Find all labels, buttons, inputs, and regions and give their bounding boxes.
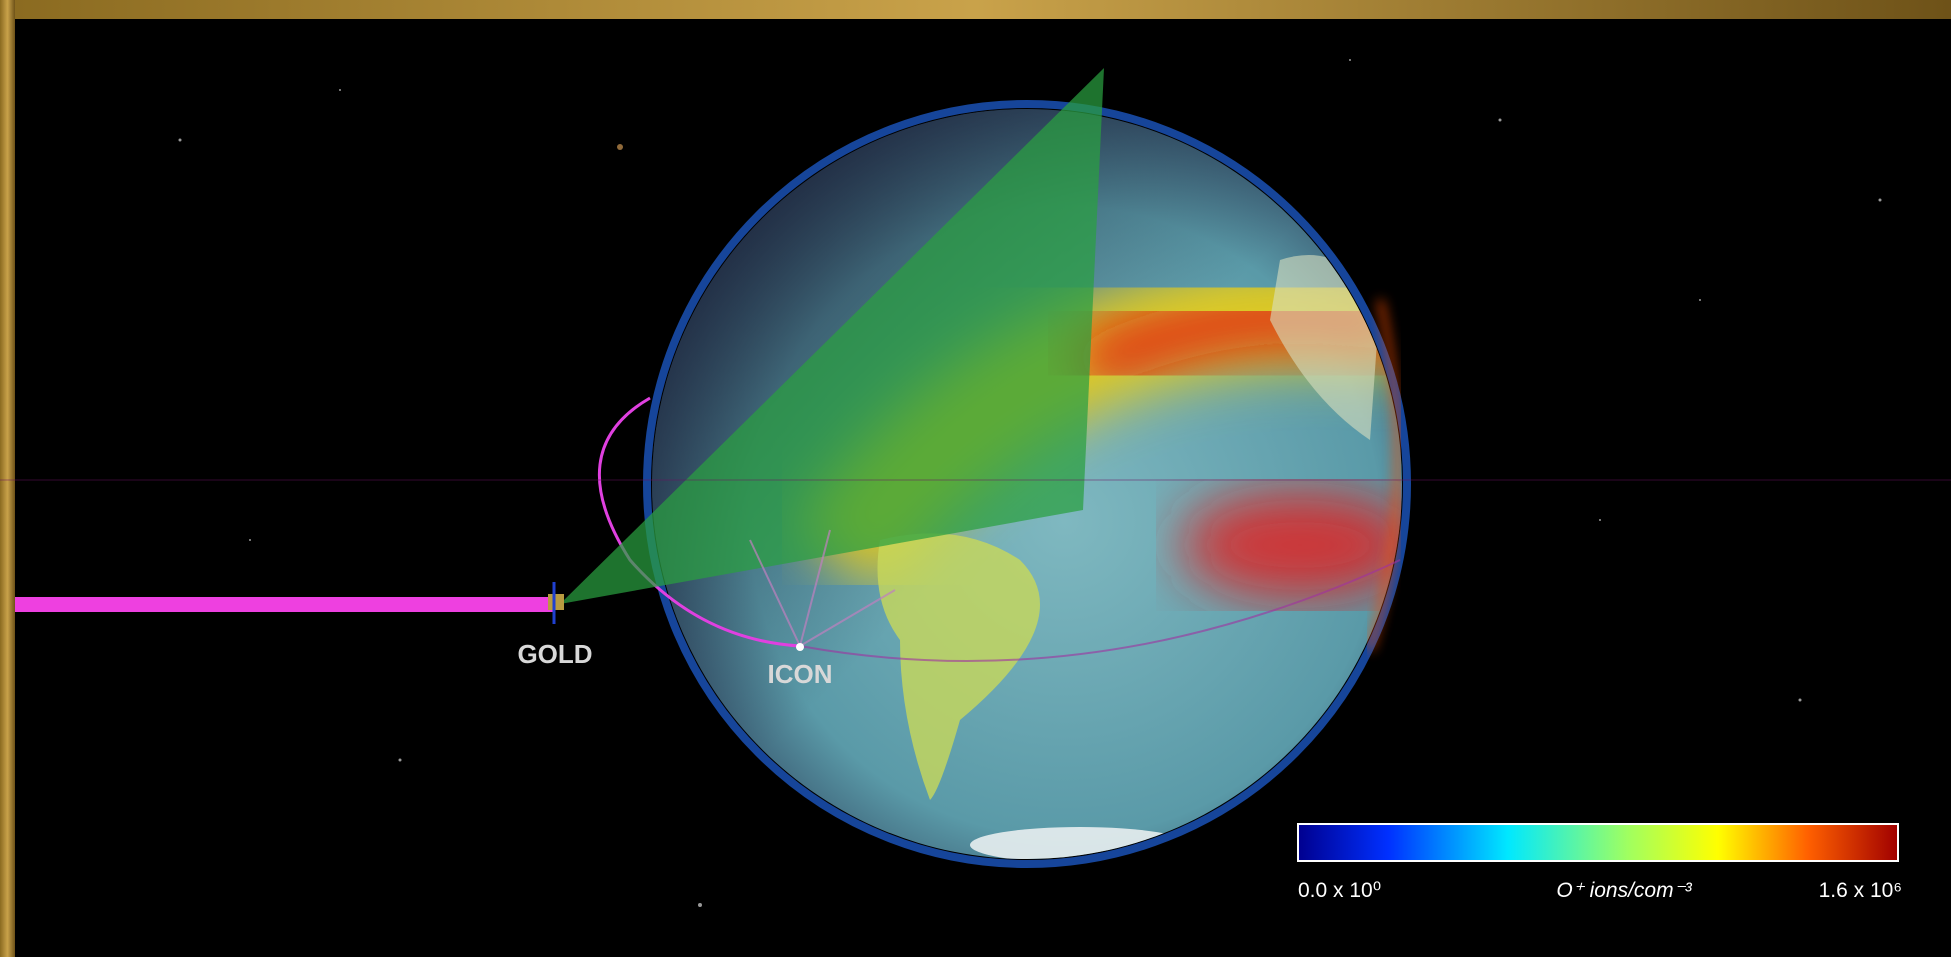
globe-halo — [643, 100, 1411, 868]
colorbar-unit: O⁺ ions/com⁻³ — [1556, 879, 1692, 902]
gold-field-of-view — [560, 68, 1104, 604]
icon-satellite — [796, 643, 804, 651]
frame-left — [0, 0, 15, 957]
stars — [178, 59, 1882, 907]
colorbar-max: 1.6 x 10⁶ — [1819, 879, 1902, 902]
icon-label: ICON — [768, 659, 833, 689]
colorbar — [1297, 823, 1899, 862]
limb-glow — [1367, 299, 1401, 651]
gold-satellite — [548, 594, 564, 610]
gold-beam — [15, 597, 555, 612]
frame-top — [0, 0, 1951, 19]
colorbar-min: 0.0 x 10⁰ — [1298, 879, 1381, 902]
icon-orbit-back — [799, 559, 1401, 663]
continent — [877, 533, 1040, 800]
gold-label: GOLD — [517, 639, 592, 669]
icon-beams — [749, 529, 896, 647]
